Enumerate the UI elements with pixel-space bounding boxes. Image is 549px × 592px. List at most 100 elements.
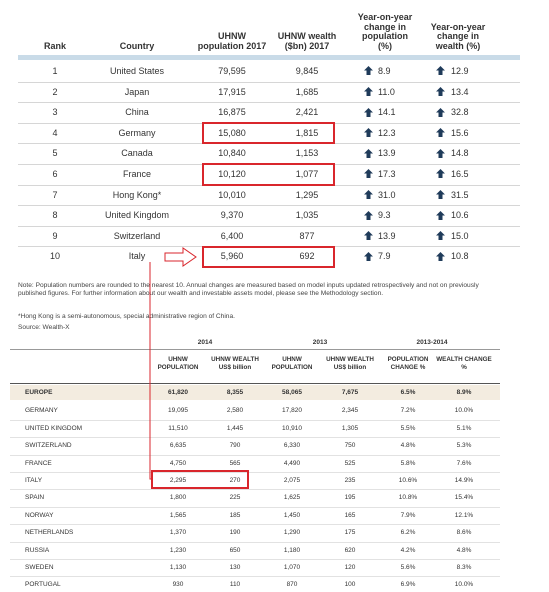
table-value: 8.6% [456,529,472,537]
wealth-change: 10.6 [451,210,469,221]
column-header: UHNW wealth ($bn) 2017 [277,31,337,51]
rank: 4 [52,127,58,138]
country: SWITZERLAND [25,442,72,450]
table-value: 58,065 [282,389,302,396]
header-band [18,55,520,60]
table-value: 7.2% [400,407,416,415]
table-value: 17,820 [282,407,302,415]
country: Japan [124,86,150,97]
table-value: 175 [344,529,356,537]
table-value: 4.8% [456,546,472,554]
population-change: 17.3 [378,169,396,179]
table-value: 1,445 [226,424,244,432]
up-arrow-icon [436,107,445,117]
column-header: Rank [43,40,66,51]
note: *Hong Kong is a semi-autonomous, special… [18,313,235,320]
population-change: 13.9 [378,230,396,241]
table-value: 5.5% [400,424,416,432]
rule [18,225,520,227]
table-value: 10.0% [454,407,474,415]
population: 15,080 [218,127,246,138]
population-change: 13.9 [378,148,396,159]
up-arrow-icon [364,251,373,261]
country: NORWAY [25,511,54,519]
country: RUSSIA [25,546,50,554]
highlight-box [202,122,335,144]
country: GERMANY [25,407,58,415]
rank: 6 [52,169,58,179]
group-header: 2013-2014 [416,339,448,346]
country: ITALY [25,477,43,484]
country: NETHERLANDS [25,529,74,537]
up-arrow-icon [364,66,373,76]
table-value: 2,345 [341,407,359,415]
table-value: 4.8% [400,442,416,450]
table-value: 930 [172,581,184,589]
table-value: 1,070 [283,564,301,571]
up-arrow-icon [364,107,373,117]
table-value: 1,230 [169,546,187,554]
table-value: 870 [286,581,298,589]
country: SPAIN [25,494,45,502]
table-value: 7,675 [341,389,359,396]
wealth-change: 15.6 [451,127,469,138]
population: 9,370 [220,210,244,221]
table-value: 8.3% [456,564,472,571]
country: Canada [121,148,153,159]
rank: 3 [52,107,58,118]
table-value: 4.2% [400,546,416,554]
rank: 9 [52,230,58,241]
table-value: 2,295 [169,477,187,484]
column-header: UHNW POPULATION [157,356,199,371]
rank: 10 [49,251,60,262]
table-value: 12.1% [454,511,474,519]
table-value: 790 [229,442,241,450]
table-value: 650 [229,546,241,554]
column-header: Country [119,40,155,51]
up-arrow-icon [364,210,373,220]
table-value: 620 [344,546,356,554]
wealth-change: 12.9 [451,66,469,76]
table-value: 14.9% [454,477,474,484]
table-value: 61,820 [168,389,188,396]
table-value: 750 [344,442,356,450]
connector-line [149,262,152,480]
group-header: 2014 [197,339,213,346]
table-value: 185 [229,511,241,519]
up-arrow-icon [364,231,373,241]
table-value: 6.5% [400,389,416,396]
table-value: 6,635 [169,442,187,450]
population-change: 31.0 [378,189,396,200]
table-value: 270 [229,477,241,484]
population-change: 14.1 [378,107,396,118]
country: Italy [128,251,146,262]
population: 16,875 [218,107,246,118]
wealth-change: 16.5 [451,169,469,179]
column-header: Year-on-year change in wealth (%) [430,21,486,51]
up-arrow-icon [436,86,445,96]
table-value: 165 [344,511,356,519]
country: FRANCE [25,459,52,467]
table-value: 5.3% [456,442,472,450]
table-value: 6.2% [400,529,416,537]
table-value: 7.9% [400,511,416,519]
country: PORTUGAL [25,581,61,589]
population: 17,915 [218,86,246,97]
up-arrow-icon [364,148,373,158]
table-value: 10,910 [282,424,302,432]
column-header: WEALTH CHANGE % [436,356,492,371]
country: France [122,169,151,179]
column-header: Year-on-year change in population (%) [357,12,413,51]
table-value: 19,095 [168,407,188,415]
table-value: 1,370 [169,529,187,537]
wealth: 9,845 [295,66,319,76]
population-change: 8.9 [378,66,391,76]
table-value: 1,305 [341,424,359,432]
up-arrow-icon [364,189,373,199]
table-value: 4,490 [283,459,301,467]
rule [18,81,520,83]
wealth: 1,815 [295,127,319,138]
up-arrow-icon [364,169,373,179]
table-value: 235 [344,477,356,484]
